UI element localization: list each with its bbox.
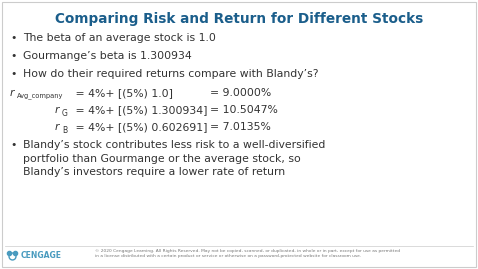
Text: © 2020 Cengage Learning. All Rights Reserved. May not be copied, scanned, or dup: © 2020 Cengage Learning. All Rights Rese… [95, 249, 400, 258]
FancyBboxPatch shape [2, 2, 476, 267]
Text: B: B [62, 126, 67, 135]
Text: r: r [55, 122, 59, 132]
Text: •: • [10, 69, 16, 79]
Text: = 9.0000%: = 9.0000% [210, 88, 271, 98]
Text: = 7.0135%: = 7.0135% [210, 122, 271, 132]
Text: Comparing Risk and Return for Different Stocks: Comparing Risk and Return for Different … [55, 12, 423, 26]
Text: = 4%+ [(5%) 1.0]: = 4%+ [(5%) 1.0] [72, 88, 173, 98]
Text: How do their required returns compare with Blandy’s?: How do their required returns compare wi… [23, 69, 318, 79]
Text: •: • [10, 140, 16, 150]
Text: r: r [55, 105, 59, 115]
Text: G: G [62, 109, 68, 118]
Text: The beta of an average stock is 1.0: The beta of an average stock is 1.0 [23, 33, 216, 43]
Text: r: r [10, 88, 14, 98]
Text: = 4%+ [(5%) 1.300934]: = 4%+ [(5%) 1.300934] [72, 105, 207, 115]
Text: = 10.5047%: = 10.5047% [210, 105, 278, 115]
Text: Blandy’s stock contributes less risk to a well-diversified
portfolio than Gourma: Blandy’s stock contributes less risk to … [23, 140, 326, 177]
Text: Avg_company: Avg_company [17, 92, 64, 99]
Text: •: • [10, 51, 16, 61]
Text: = 4%+ [(5%) 0.602691]: = 4%+ [(5%) 0.602691] [72, 122, 207, 132]
Text: CENGAGE: CENGAGE [21, 251, 62, 260]
Text: Gourmange’s beta is 1.300934: Gourmange’s beta is 1.300934 [23, 51, 192, 61]
Text: •: • [10, 33, 16, 43]
